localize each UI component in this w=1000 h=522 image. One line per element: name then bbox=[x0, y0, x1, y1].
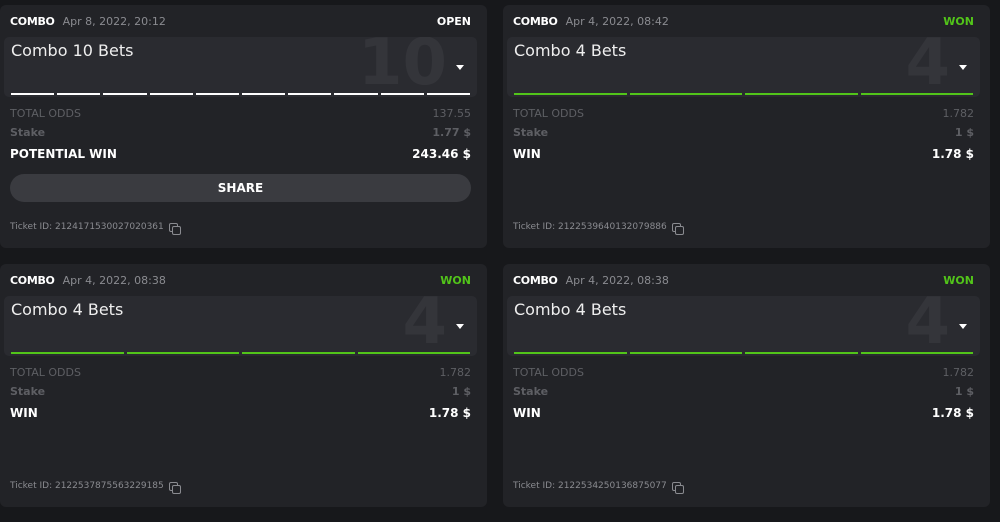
bet-ticket-card: COMBO Apr 4, 2022, 08:42 WON 4 Combo 4 B… bbox=[503, 5, 990, 248]
total-odds-label: TOTAL ODDS bbox=[10, 107, 81, 120]
win-value: 1.78 $ bbox=[931, 406, 974, 420]
ticket-id: Ticket ID: 2122534250136875077 bbox=[513, 481, 667, 491]
leg-progress-segment bbox=[860, 93, 973, 95]
ticket-id: Ticket ID: 2124171530027020361 bbox=[10, 222, 164, 232]
total-odds-value: 1.782 bbox=[942, 107, 975, 120]
leg-progress-segment bbox=[195, 93, 240, 95]
copy-icon[interactable] bbox=[671, 481, 684, 494]
leg-progress-segment bbox=[126, 352, 239, 354]
copy-icon[interactable] bbox=[671, 222, 684, 235]
win-value: 1.78 $ bbox=[931, 147, 974, 161]
bet-ticket-card: COMBO Apr 8, 2022, 20:12 OPEN 10 Combo 1… bbox=[0, 5, 487, 248]
total-odds-label: TOTAL ODDS bbox=[513, 107, 584, 120]
bet-type: COMBO bbox=[10, 14, 55, 28]
leg-progress-segment bbox=[149, 93, 193, 95]
leg-progress-segment bbox=[380, 93, 424, 95]
chevron-down-icon[interactable] bbox=[456, 324, 464, 329]
bets-expander[interactable]: 4 Combo 4 Bets bbox=[507, 37, 980, 97]
bet-date: Apr 4, 2022, 08:38 bbox=[62, 273, 166, 287]
leg-progress-segment bbox=[103, 93, 147, 95]
stake-label: Stake bbox=[513, 385, 549, 398]
bets-expander[interactable]: 10 Combo 10 Bets bbox=[4, 37, 477, 97]
chevron-down-icon[interactable] bbox=[456, 65, 464, 70]
stake-value: 1 $ bbox=[954, 126, 974, 139]
bet-date: Apr 4, 2022, 08:38 bbox=[565, 273, 669, 287]
win-value: 1.78 $ bbox=[428, 406, 471, 420]
bet-title: Combo 10 Bets bbox=[11, 41, 134, 60]
win-label: POTENTIAL WIN bbox=[10, 147, 117, 161]
chevron-down-icon[interactable] bbox=[959, 324, 967, 329]
status-badge: WON bbox=[943, 273, 974, 287]
leg-progress-segment bbox=[745, 93, 858, 95]
leg-progress-segment bbox=[11, 352, 124, 354]
stake-label: Stake bbox=[10, 126, 46, 139]
win-label: WIN bbox=[513, 147, 541, 161]
leg-progress-segment bbox=[745, 352, 858, 354]
total-odds-value: 1.782 bbox=[942, 366, 975, 379]
bet-ticket-card: COMBO Apr 4, 2022, 08:38 WON 4 Combo 4 B… bbox=[0, 264, 487, 507]
leg-progress-segment bbox=[288, 93, 332, 95]
leg-progress-segment bbox=[426, 93, 471, 95]
status-badge: WON bbox=[440, 273, 471, 287]
bet-ticket-card: COMBO Apr 4, 2022, 08:38 WON 4 Combo 4 B… bbox=[503, 264, 990, 507]
bet-count-watermark: 4 bbox=[402, 296, 447, 356]
copy-icon[interactable] bbox=[168, 222, 181, 235]
bet-count-watermark: 10 bbox=[357, 37, 447, 97]
stake-label: Stake bbox=[513, 126, 549, 139]
leg-progress-segment bbox=[514, 93, 627, 95]
leg-progress-segment bbox=[242, 93, 286, 95]
total-odds-value: 1.782 bbox=[439, 366, 472, 379]
leg-progress-segment bbox=[629, 352, 742, 354]
copy-icon[interactable] bbox=[168, 481, 181, 494]
bet-type: COMBO bbox=[10, 273, 55, 287]
bets-expander[interactable]: 4 Combo 4 Bets bbox=[4, 296, 477, 356]
bet-title: Combo 4 Bets bbox=[11, 300, 124, 319]
ticket-id: Ticket ID: 2122539640132079886 bbox=[513, 222, 667, 232]
share-button[interactable]: SHARE bbox=[10, 174, 471, 202]
leg-progress-segment bbox=[514, 352, 627, 354]
bet-title: Combo 4 Bets bbox=[514, 300, 627, 319]
bet-count-watermark: 4 bbox=[905, 37, 950, 97]
bet-date: Apr 4, 2022, 08:42 bbox=[565, 14, 669, 28]
win-value: 243.46 $ bbox=[412, 147, 471, 161]
bet-type: COMBO bbox=[513, 273, 558, 287]
total-odds-label: TOTAL ODDS bbox=[10, 366, 81, 379]
total-odds-label: TOTAL ODDS bbox=[513, 366, 584, 379]
status-badge: OPEN bbox=[436, 14, 471, 28]
leg-progress-segment bbox=[334, 93, 378, 95]
stake-value: 1 $ bbox=[954, 385, 974, 398]
stake-value: 1.77 $ bbox=[432, 126, 471, 139]
chevron-down-icon[interactable] bbox=[959, 65, 967, 70]
status-badge: WON bbox=[943, 14, 974, 28]
win-label: WIN bbox=[513, 406, 541, 420]
leg-progress-segment bbox=[357, 352, 470, 354]
stake-label: Stake bbox=[10, 385, 46, 398]
stake-value: 1 $ bbox=[451, 385, 471, 398]
leg-progress-segment bbox=[242, 352, 355, 354]
ticket-id: Ticket ID: 2122537875563229185 bbox=[10, 481, 164, 491]
leg-progress-segment bbox=[629, 93, 742, 95]
bet-count-watermark: 4 bbox=[905, 296, 950, 356]
bet-type: COMBO bbox=[513, 14, 558, 28]
total-odds-value: 137.55 bbox=[432, 107, 472, 120]
bet-title: Combo 4 Bets bbox=[514, 41, 627, 60]
win-label: WIN bbox=[10, 406, 38, 420]
leg-progress-segment bbox=[57, 93, 101, 95]
leg-progress-segment bbox=[860, 352, 973, 354]
bet-date: Apr 8, 2022, 20:12 bbox=[62, 14, 166, 28]
bets-expander[interactable]: 4 Combo 4 Bets bbox=[507, 296, 980, 356]
leg-progress-segment bbox=[11, 93, 55, 95]
